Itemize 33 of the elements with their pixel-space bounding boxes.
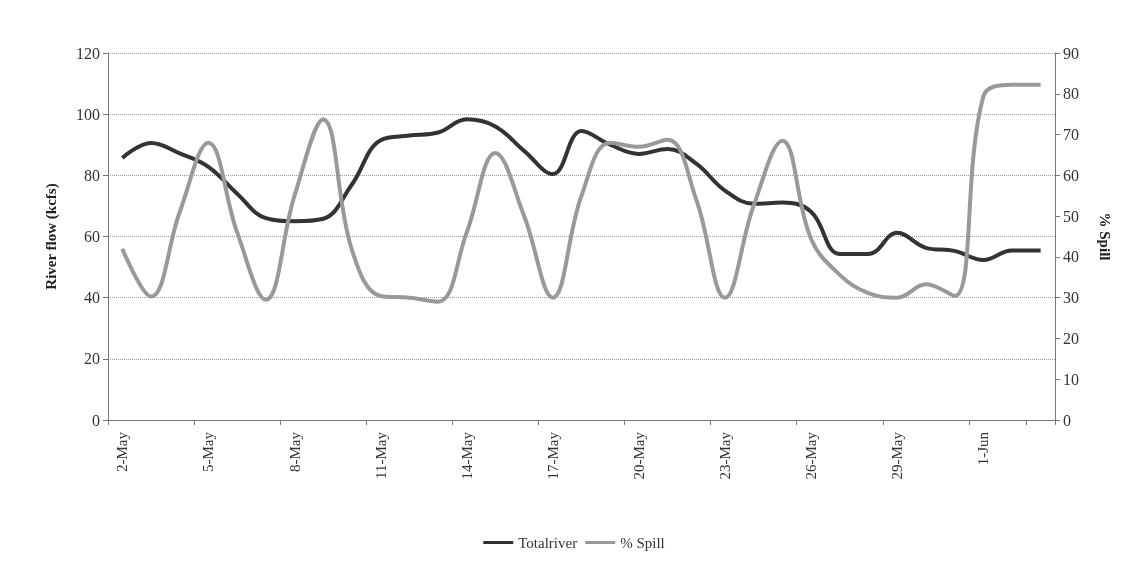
x-tick-label: 14-May	[458, 431, 475, 480]
y2-tick-label: 20	[1063, 329, 1079, 347]
y-tick-label: 20	[84, 350, 100, 368]
x-tick-label: 23-May	[716, 431, 733, 480]
line-series	[120, 117, 1043, 263]
y2-tick-label: 80	[1063, 85, 1079, 103]
y-tick-label: 0	[92, 411, 100, 429]
y-tick-label: 40	[84, 289, 100, 307]
y2-axis-title: % Spill	[1096, 212, 1113, 261]
x-tick-label: 11-May	[372, 431, 389, 479]
y2-tick-label: 70	[1063, 126, 1079, 144]
y2-tick-label: 0	[1063, 411, 1071, 429]
legend-label: Totalriver	[518, 534, 578, 551]
x-tick-label: 29-May	[889, 431, 906, 480]
x-tick-label: 8-May	[286, 431, 303, 472]
x-tick-label: 1-Jun	[975, 431, 992, 466]
y2-tick-label: 90	[1063, 44, 1079, 62]
y2-tick-label: 30	[1063, 289, 1079, 307]
x-tick-label: 5-May	[200, 431, 217, 472]
x-tick-label: 2-May	[114, 431, 131, 472]
x-tick-label: 20-May	[630, 431, 647, 480]
y2-tick-label: 60	[1063, 166, 1079, 184]
y-tick-label: 120	[76, 44, 100, 62]
y-tick-label: 60	[84, 228, 100, 245]
legend-label: % Spill	[620, 534, 665, 551]
y-tick-label: 80	[84, 166, 100, 184]
y-tick-label: 100	[76, 105, 100, 123]
y2-tick-label: 50	[1063, 207, 1079, 225]
y-axis-title: River flow (kcfs)	[42, 183, 60, 290]
x-tick-label: 26-May	[803, 431, 820, 480]
y2-tick-label: 40	[1063, 248, 1079, 266]
y2-tick-label: 10	[1063, 370, 1079, 388]
x-tick-label: 17-May	[544, 431, 561, 480]
